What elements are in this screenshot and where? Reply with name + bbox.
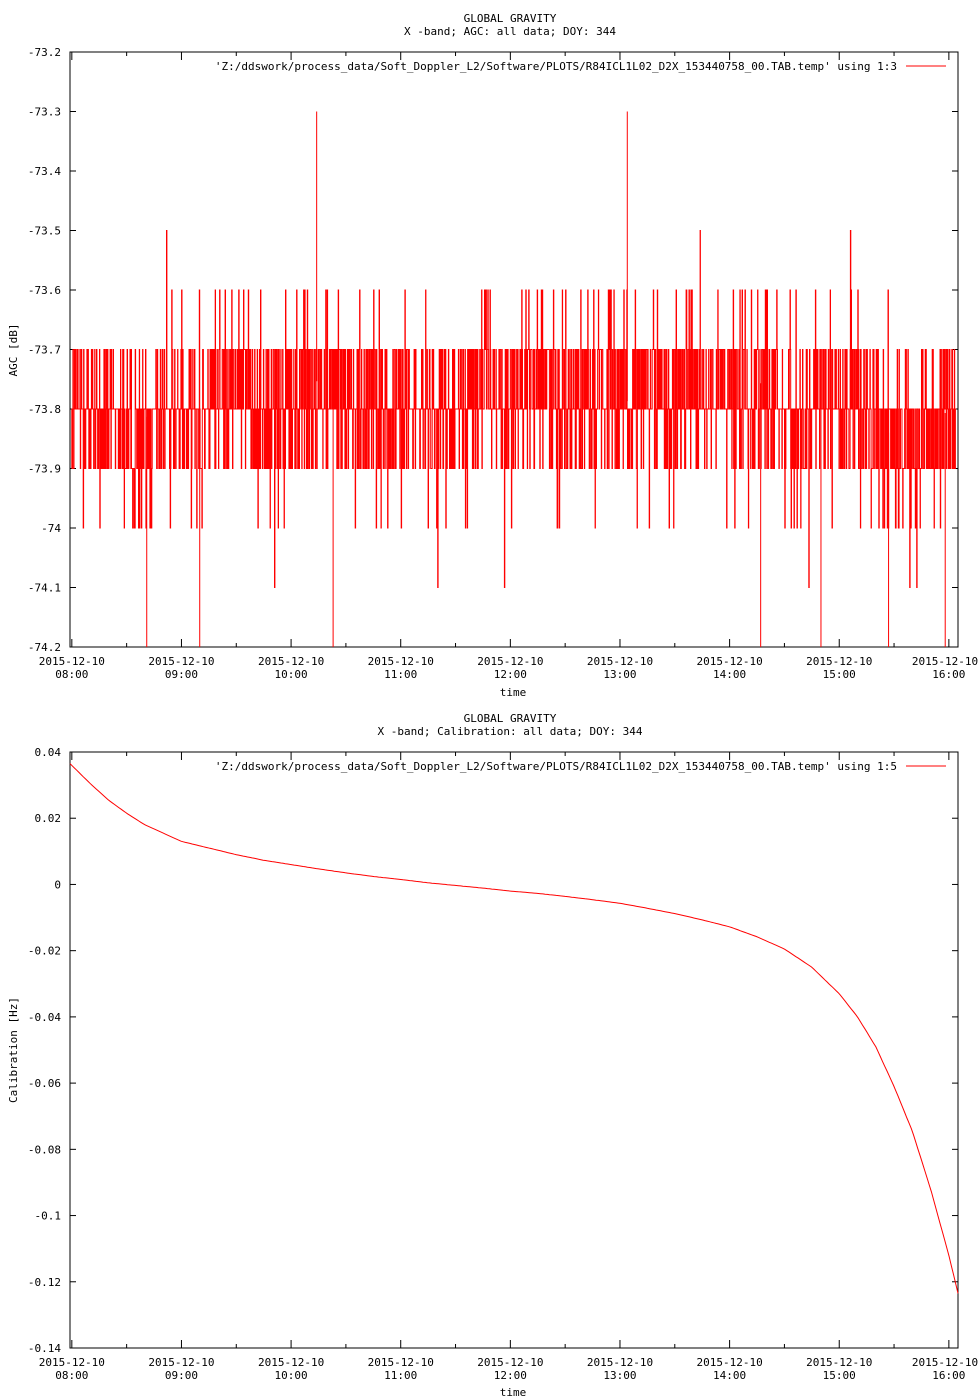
x-tick-date-label: 2015-12-10 [806, 655, 872, 668]
x-tick-date-label: 2015-12-10 [587, 655, 653, 668]
calibration-chart-subtitle: X -band; Calibration: all data; DOY: 344 [378, 725, 643, 738]
x-tick-time-label: 08:00 [55, 668, 88, 681]
calibration-x-axis-label: time [500, 1386, 527, 1399]
x-tick-date-label: 2015-12-10 [912, 655, 978, 668]
x-tick-date-label: 2015-12-10 [477, 655, 543, 668]
calibration-y-axis-label: Calibration [Hz] [7, 997, 20, 1103]
calibration-chart: GLOBAL GRAVITY X -band; Calibration: all… [7, 712, 978, 1399]
agc-y-axis-label: AGC [dB] [7, 324, 20, 377]
y-tick-label: 0.02 [35, 812, 62, 825]
calibration-chart-title: GLOBAL GRAVITY [464, 712, 557, 725]
y-tick-label: -0.14 [28, 1342, 61, 1355]
x-tick-date-label: 2015-12-10 [368, 1356, 434, 1369]
y-tick-label: -73.7 [28, 344, 61, 357]
y-tick-label: -73.5 [28, 225, 61, 238]
x-tick-date-label: 2015-12-10 [148, 1356, 214, 1369]
y-tick-label: -73.6 [28, 284, 61, 297]
x-tick-date-label: 2015-12-10 [477, 1356, 543, 1369]
y-tick-label: -0.02 [28, 945, 61, 958]
y-tick-label: -73.9 [28, 463, 61, 476]
x-tick-time-label: 10:00 [275, 1369, 308, 1382]
calibration-series-group [69, 763, 959, 1294]
x-tick-time-label: 09:00 [165, 1369, 198, 1382]
x-tick-time-label: 15:00 [823, 1369, 856, 1382]
x-tick-date-label: 2015-12-10 [696, 655, 762, 668]
calibration-legend-label: 'Z:/ddswork/process_data/Soft_Doppler_L2… [215, 760, 897, 773]
x-tick-time-label: 09:00 [165, 668, 198, 681]
x-tick-date-label: 2015-12-10 [368, 655, 434, 668]
x-tick-time-label: 13:00 [603, 1369, 636, 1382]
agc-chart: GLOBAL GRAVITY X -band; AGC: all data; D… [7, 12, 978, 699]
y-tick-label: -73.3 [28, 106, 61, 119]
x-tick-time-label: 08:00 [55, 1369, 88, 1382]
x-tick-time-label: 12:00 [494, 1369, 527, 1382]
x-tick-date-label: 2015-12-10 [258, 655, 324, 668]
x-tick-date-label: 2015-12-10 [39, 655, 105, 668]
calibration-plot-frame [69, 751, 959, 1349]
agc-x-ticks: 2015-12-1008:002015-12-1009:002015-12-10… [39, 52, 978, 681]
x-tick-date-label: 2015-12-10 [806, 1356, 872, 1369]
y-tick-label: -0.12 [28, 1276, 61, 1289]
y-tick-label: -0.04 [28, 1011, 61, 1024]
y-tick-label: -0.08 [28, 1143, 61, 1156]
calibration-x-ticks: 2015-12-1008:002015-12-1009:002015-12-10… [39, 752, 978, 1382]
agc-series-line [71, 230, 957, 588]
y-tick-label: 0.04 [35, 746, 62, 759]
agc-x-axis-label: time [500, 686, 527, 699]
x-tick-time-label: 10:00 [275, 668, 308, 681]
calibration-series-line [69, 763, 959, 1294]
x-tick-time-label: 12:00 [494, 668, 527, 681]
y-tick-label: -73.2 [28, 46, 61, 59]
y-tick-label: -74.2 [28, 641, 61, 654]
x-tick-time-label: 13:00 [603, 668, 636, 681]
x-tick-time-label: 14:00 [713, 668, 746, 681]
x-tick-date-label: 2015-12-10 [148, 655, 214, 668]
y-tick-label: 0 [54, 878, 61, 891]
x-tick-date-label: 2015-12-10 [696, 1356, 762, 1369]
y-tick-label: -74 [41, 522, 61, 535]
y-tick-label: -74.1 [28, 582, 61, 595]
x-tick-time-label: 14:00 [713, 1369, 746, 1382]
agc-chart-subtitle: X -band; AGC: all data; DOY: 344 [404, 25, 616, 38]
x-tick-date-label: 2015-12-10 [258, 1356, 324, 1369]
agc-chart-title: GLOBAL GRAVITY [464, 12, 557, 25]
y-tick-label: -73.4 [28, 165, 61, 178]
x-tick-time-label: 16:00 [932, 1369, 965, 1382]
x-tick-date-label: 2015-12-10 [587, 1356, 653, 1369]
x-tick-time-label: 11:00 [384, 668, 417, 681]
calibration-y-ticks: 0.04 0.02 0 -0.02 -0.04 -0.06 -0.08 -0.1 -0.12 -0… [28, 746, 958, 1355]
x-tick-time-label: 16:00 [932, 668, 965, 681]
x-tick-date-label: 2015-12-10 [912, 1356, 978, 1369]
agc-legend-label: 'Z:/ddswork/process_data/Soft_Doppler_L2… [215, 60, 897, 73]
agc-series-group [71, 111, 957, 647]
y-tick-label: -0.06 [28, 1077, 61, 1090]
x-tick-time-label: 11:00 [384, 1369, 417, 1382]
y-tick-label: -73.8 [28, 403, 61, 416]
y-tick-label: -0.1 [35, 1210, 62, 1223]
x-tick-date-label: 2015-12-10 [39, 1356, 105, 1369]
agc-y-ticks: -73.2 -73.3 -73.4 -73.5 -73.6 -73.7 -73.8 -73.9… [28, 46, 958, 654]
x-tick-time-label: 15:00 [823, 668, 856, 681]
